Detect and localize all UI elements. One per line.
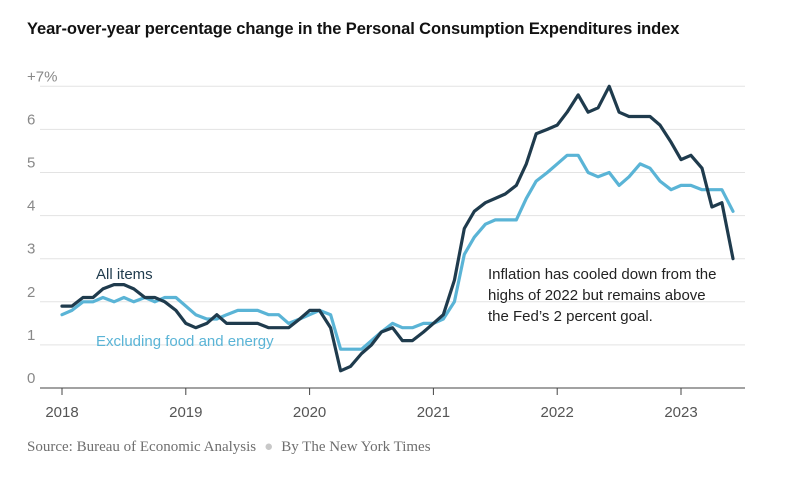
series-line-excluding-food-energy [60, 153, 735, 351]
x-tick-label: 2018 [45, 404, 78, 421]
series-lines [60, 84, 735, 373]
y-tick-label: 0 [27, 370, 35, 387]
x-axis: 2018 2019 2020 2021 2022 2023 [40, 387, 745, 421]
x-tick-label: 2021 [417, 404, 450, 421]
source-note: Source: Bureau of Economic Analysis [27, 439, 257, 455]
y-tick-label: 6 [27, 111, 35, 128]
y-tick-label: 4 [27, 198, 35, 215]
y-tick-label: 1 [27, 327, 35, 344]
x-tick-label: 2020 [293, 404, 326, 421]
y-tick-label: +7% [27, 68, 57, 85]
annotation-line-2: highs of 2022 but remains above [488, 287, 706, 304]
y-tick-label: 3 [27, 241, 35, 258]
x-tick-label: 2022 [541, 404, 574, 421]
label-excluding-food-energy: Excluding food and energy [96, 333, 274, 350]
separator-dot: ● [264, 439, 274, 455]
y-axis-ticks: 0 1 2 3 4 5 6 +7% [27, 68, 57, 387]
label-all-items: All items [96, 266, 153, 283]
y-tick-label: 2 [27, 284, 35, 301]
chart-title: Year-over-year percentage change in the … [27, 20, 680, 38]
credit-note: By The New York Times [281, 439, 431, 455]
x-tick-label: 2019 [169, 404, 202, 421]
gridlines [40, 85, 745, 346]
footer: Source: Bureau of Economic Analysis ● By T… [27, 439, 431, 456]
y-tick-label: 5 [27, 155, 35, 172]
x-tick-label: 2023 [664, 404, 697, 421]
annotation-line-1: Inflation has cooled down from the [488, 266, 716, 283]
annotation-line-3: the Fed’s 2 percent goal. [488, 308, 653, 325]
series-line-all-items [60, 84, 735, 373]
line-chart: 0 1 2 3 4 5 6 +7% 2018 2019 2020 2021 2022 2023 All … [27, 68, 745, 421]
